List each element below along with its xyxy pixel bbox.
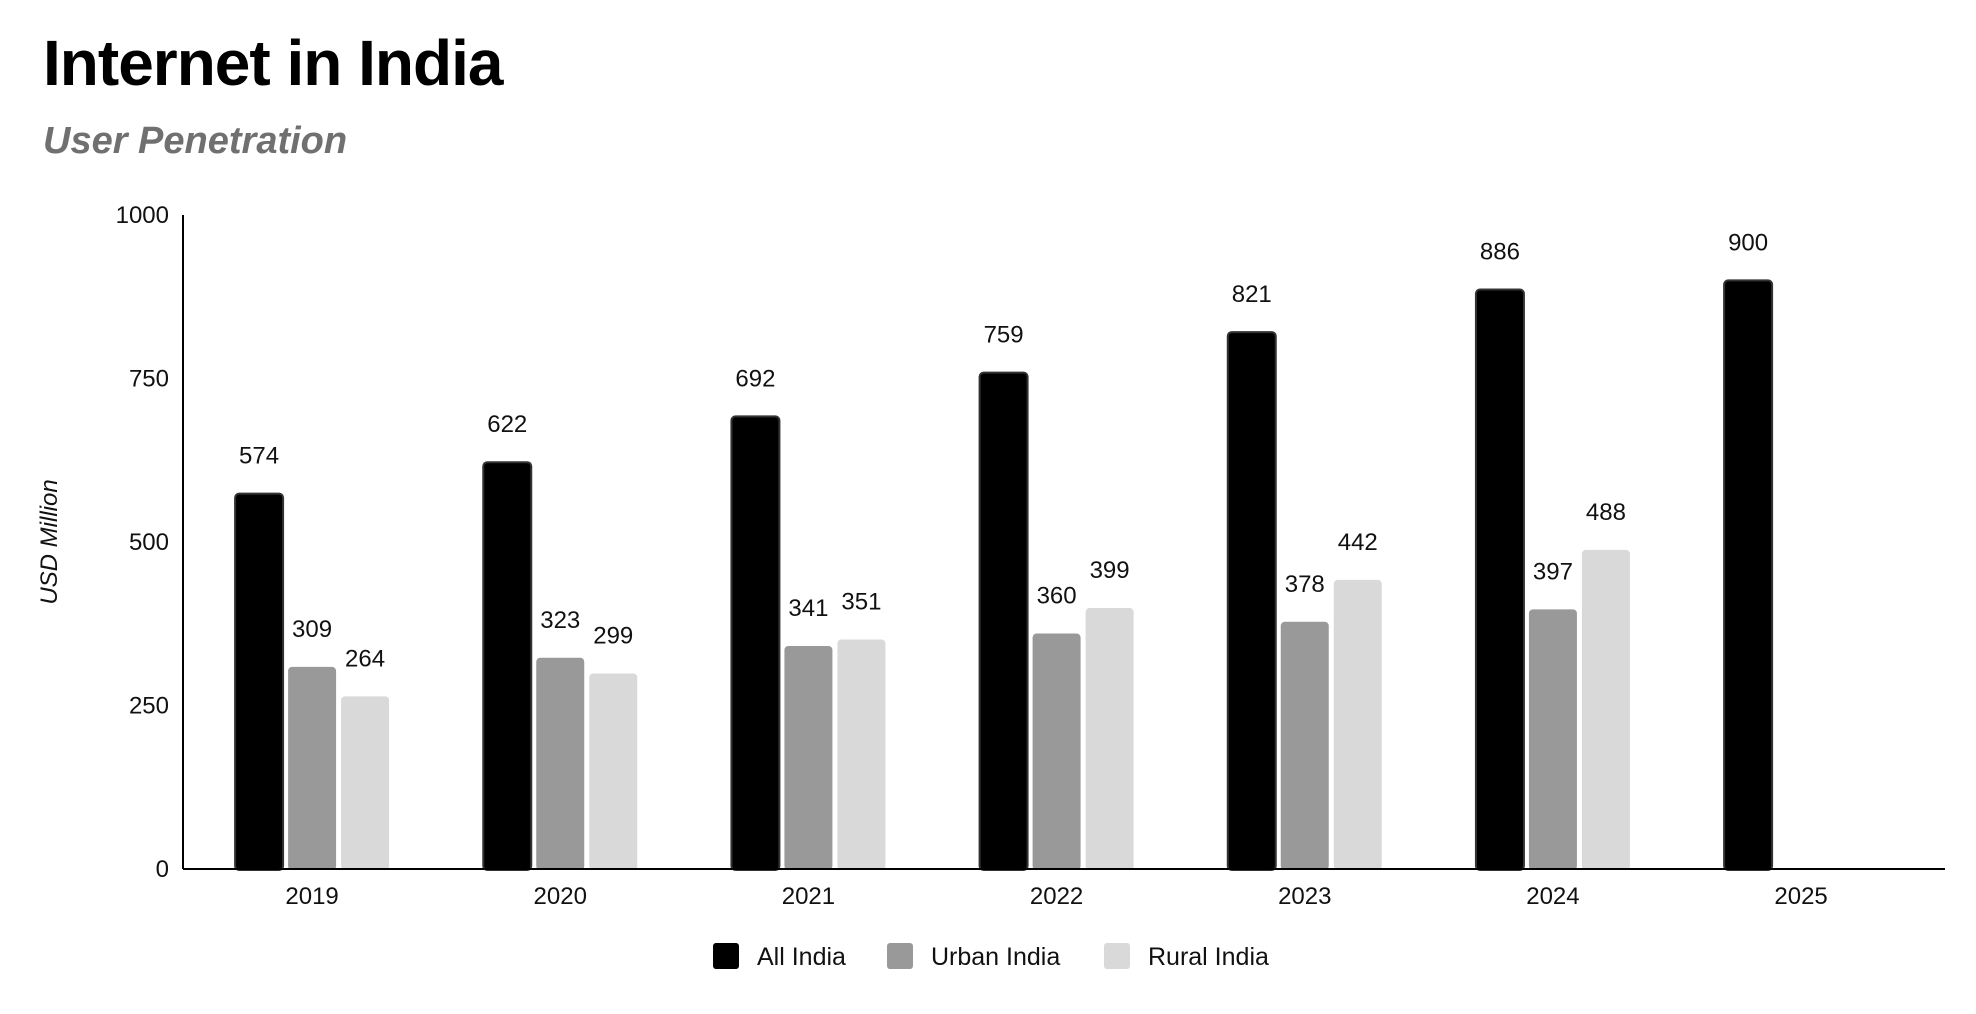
legend-label: Rural India: [1148, 943, 1269, 971]
bar-urban-india-2022: [1032, 633, 1081, 870]
data-label: 442: [1338, 529, 1378, 556]
bar-rural-india-2024: [1581, 549, 1630, 870]
legend: All India Urban India Rural India: [713, 943, 1269, 971]
data-label: 488: [1586, 499, 1626, 526]
bars: [234, 279, 1774, 872]
data-label: 341: [788, 595, 828, 622]
x-tick-label: 2019: [285, 883, 338, 910]
y-axis-title: USD Million: [36, 479, 63, 604]
data-label: 360: [1037, 583, 1077, 610]
chart-title: Internet in India: [43, 27, 503, 99]
legend-label: All India: [757, 943, 846, 971]
bar-all-india-2019: [234, 492, 285, 871]
bar-urban-india-2020: [536, 657, 585, 870]
y-tick-label: 750: [129, 366, 169, 393]
y-tick-label: 250: [129, 693, 169, 720]
bar-urban-india-2024: [1528, 609, 1577, 870]
bar-all-india-2023: [1226, 331, 1277, 872]
data-label: 397: [1533, 558, 1573, 585]
legend-swatch: [887, 943, 913, 969]
chart-subtitle: User Penetration: [43, 120, 348, 162]
x-tick-label: 2024: [1526, 883, 1579, 910]
data-label: 323: [540, 607, 580, 634]
bar-rural-india-2020: [589, 673, 638, 870]
bar-all-india-2022: [978, 371, 1029, 871]
legend-swatch: [713, 943, 739, 969]
bar-rural-india-2019: [341, 696, 390, 870]
y-tick-label: 1000: [116, 202, 169, 229]
data-label: 622: [487, 411, 527, 438]
y-axis-ticks: 0 250 500 750 1000: [116, 202, 169, 883]
bar-all-india-2020: [482, 461, 533, 871]
data-labels: 574 309 264 622 323 299 692 341 351 759 360 399 821 3…: [239, 229, 1768, 672]
bar-urban-india-2021: [784, 645, 833, 870]
x-tick-label: 2021: [782, 883, 835, 910]
legend-item-all-india: All India: [713, 943, 846, 971]
y-tick-label: 500: [129, 529, 169, 556]
axes: [182, 215, 1945, 870]
legend-label: Urban India: [931, 943, 1060, 971]
data-label: 378: [1285, 571, 1325, 598]
bar-rural-india-2021: [837, 639, 886, 870]
data-label: 574: [239, 443, 279, 470]
data-label: 264: [345, 645, 385, 672]
data-label: 759: [984, 322, 1024, 349]
x-axis-ticks: 2019 2020 2021 2022 2023 2024 2025: [285, 883, 1827, 910]
legend-item-urban-india: Urban India: [887, 943, 1060, 971]
bar-rural-india-2023: [1333, 579, 1382, 870]
x-tick-label: 2023: [1278, 883, 1331, 910]
data-label: 900: [1728, 229, 1768, 256]
data-label: 309: [292, 616, 332, 643]
x-tick-label: 2020: [534, 883, 587, 910]
legend-swatch: [1104, 943, 1130, 969]
data-label: 399: [1090, 557, 1130, 584]
bar-all-india-2024: [1474, 288, 1525, 871]
data-label: 692: [735, 365, 775, 392]
bar-all-india-2021: [730, 415, 781, 871]
data-label: 886: [1480, 239, 1520, 266]
bar-all-india-2025: [1723, 279, 1774, 871]
data-label: 299: [593, 622, 633, 649]
y-tick-label: 0: [156, 856, 169, 883]
x-tick-label: 2022: [1030, 883, 1083, 910]
data-label: 821: [1232, 281, 1272, 308]
bar-urban-india-2019: [288, 666, 337, 870]
bar-urban-india-2023: [1280, 621, 1329, 870]
x-tick-label: 2025: [1774, 883, 1827, 910]
legend-item-rural-india: Rural India: [1104, 943, 1269, 971]
data-label: 351: [841, 588, 881, 615]
bar-rural-india-2022: [1085, 608, 1134, 870]
